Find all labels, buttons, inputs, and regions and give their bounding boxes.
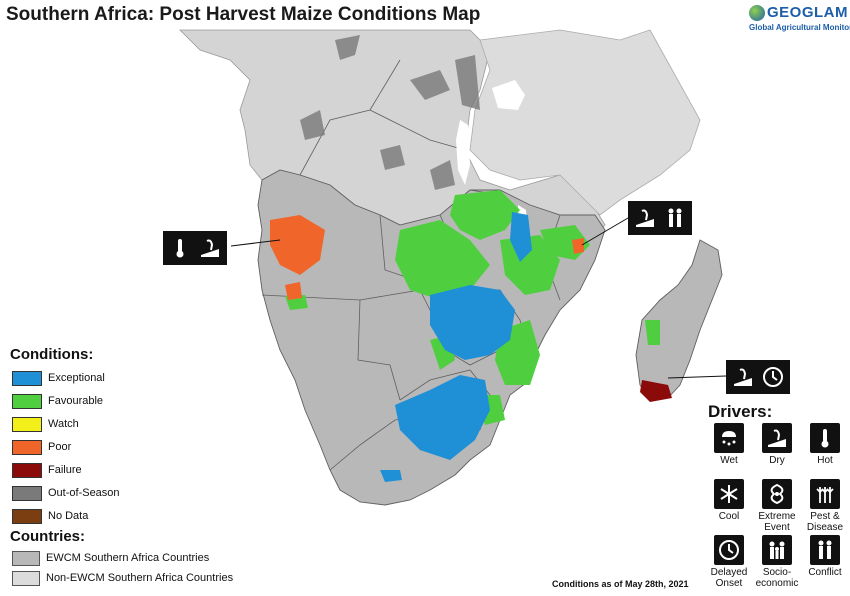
legend-label: Poor (48, 441, 72, 453)
conflict-icon (810, 535, 840, 565)
driver-label: Extreme Event (758, 511, 796, 533)
callout-lines (230, 217, 727, 379)
exceptional-areas (380, 212, 532, 482)
legend-item-failure: Failure (12, 462, 82, 478)
pest-disease-icon (810, 479, 840, 509)
driver-label: Dry (769, 455, 785, 466)
country-legend-label: EWCM Southern Africa Countries (46, 552, 210, 564)
globe-icon (749, 5, 765, 21)
legend-item-poor: Poor (12, 439, 71, 455)
wet-icon (714, 423, 744, 453)
conflict-icon (662, 205, 688, 231)
country-legend-label: Non-EWCM Southern Africa Countries (46, 572, 234, 584)
legend-label: Out-of-Season (48, 487, 120, 499)
callout-madagascar (726, 360, 790, 394)
country-legend-item: EWCM Southern Africa Countries (12, 550, 209, 566)
legend-swatch (12, 508, 42, 524)
legend-label: No Data (48, 510, 89, 522)
map-title: Southern Africa: Post Harvest Maize Cond… (6, 4, 481, 25)
legend-swatch (12, 416, 42, 432)
dry-icon (762, 423, 792, 453)
country-legend-swatch (12, 550, 40, 566)
cool-icon (714, 479, 744, 509)
legend-item-out-of-season: Out-of-Season (12, 485, 120, 501)
driver-label: Wet (720, 455, 738, 466)
driver-cool: Cool (704, 479, 754, 522)
geoglam-logo: GEOGLAM Global Agricultural Monitoring (749, 4, 850, 34)
lake-victoria (492, 80, 525, 110)
callout-mozambique (628, 201, 692, 235)
lake-tanganyika (456, 120, 470, 185)
legend-label: Watch (48, 418, 79, 430)
conditions-date: Conditions as of May 28th, 2021 (552, 579, 689, 589)
extreme-event-icon (762, 479, 792, 509)
driver-socio-economic: Socio-economic (752, 535, 802, 589)
legend-swatch (12, 462, 42, 478)
socio-economic-icon (762, 535, 792, 565)
dry-icon (197, 235, 223, 261)
legend-swatch (12, 370, 42, 386)
legend-item-watch: Watch (12, 416, 79, 432)
delayed-onset-icon (760, 364, 786, 390)
callout-angola (163, 231, 227, 265)
driver-label: Pest & Disease (806, 511, 844, 533)
logo-subtitle: Global Agricultural Monitoring (749, 23, 850, 32)
driver-wet: Wet (704, 423, 754, 466)
country-legend-swatch (12, 570, 40, 586)
poor-areas (270, 215, 584, 300)
out-of-season-areas (300, 35, 480, 190)
legend-label: Favourable (48, 395, 104, 407)
legend-item-no-data: No Data (12, 508, 88, 524)
country-legend-item: Non-EWCM Southern Africa Countries (12, 570, 233, 586)
countries-heading: Countries: (10, 528, 85, 545)
logo-name: GEOGLAM (767, 4, 848, 21)
legend-label: Exceptional (48, 372, 105, 384)
driver-conflict: Conflict (800, 535, 850, 578)
dry-icon (632, 205, 658, 231)
driver-dry: Dry (752, 423, 802, 466)
hot-icon (810, 423, 840, 453)
southern-africa-landmass (257, 169, 606, 506)
driver-label: Hot (817, 455, 833, 466)
hot-icon (167, 235, 193, 261)
delayed-onset-icon (714, 535, 744, 565)
driver-delayed-onset: Delayed Onset (704, 535, 754, 589)
legend-swatch (12, 439, 42, 455)
legend-swatch (12, 393, 42, 409)
east-africa-region (469, 29, 701, 216)
driver-pest-disease: Pest & Disease (800, 479, 850, 533)
failure-areas (640, 380, 672, 402)
legend-item-exceptional: Exceptional (12, 370, 105, 386)
driver-extreme-event: Extreme Event (752, 479, 802, 533)
conditions-heading: Conditions: (10, 346, 94, 363)
drivers-heading: Drivers: (708, 402, 773, 421)
driver-label: Delayed Onset (710, 567, 748, 589)
legend-item-favourable: Favourable (12, 393, 103, 409)
driver-label: Socio-economic (755, 567, 799, 589)
driver-label: Conflict (808, 567, 842, 578)
dry-icon (730, 364, 756, 390)
legend-swatch (12, 485, 42, 501)
legend-label: Failure (48, 464, 82, 476)
driver-label: Cool (718, 511, 740, 522)
driver-hot: Hot (800, 423, 850, 466)
